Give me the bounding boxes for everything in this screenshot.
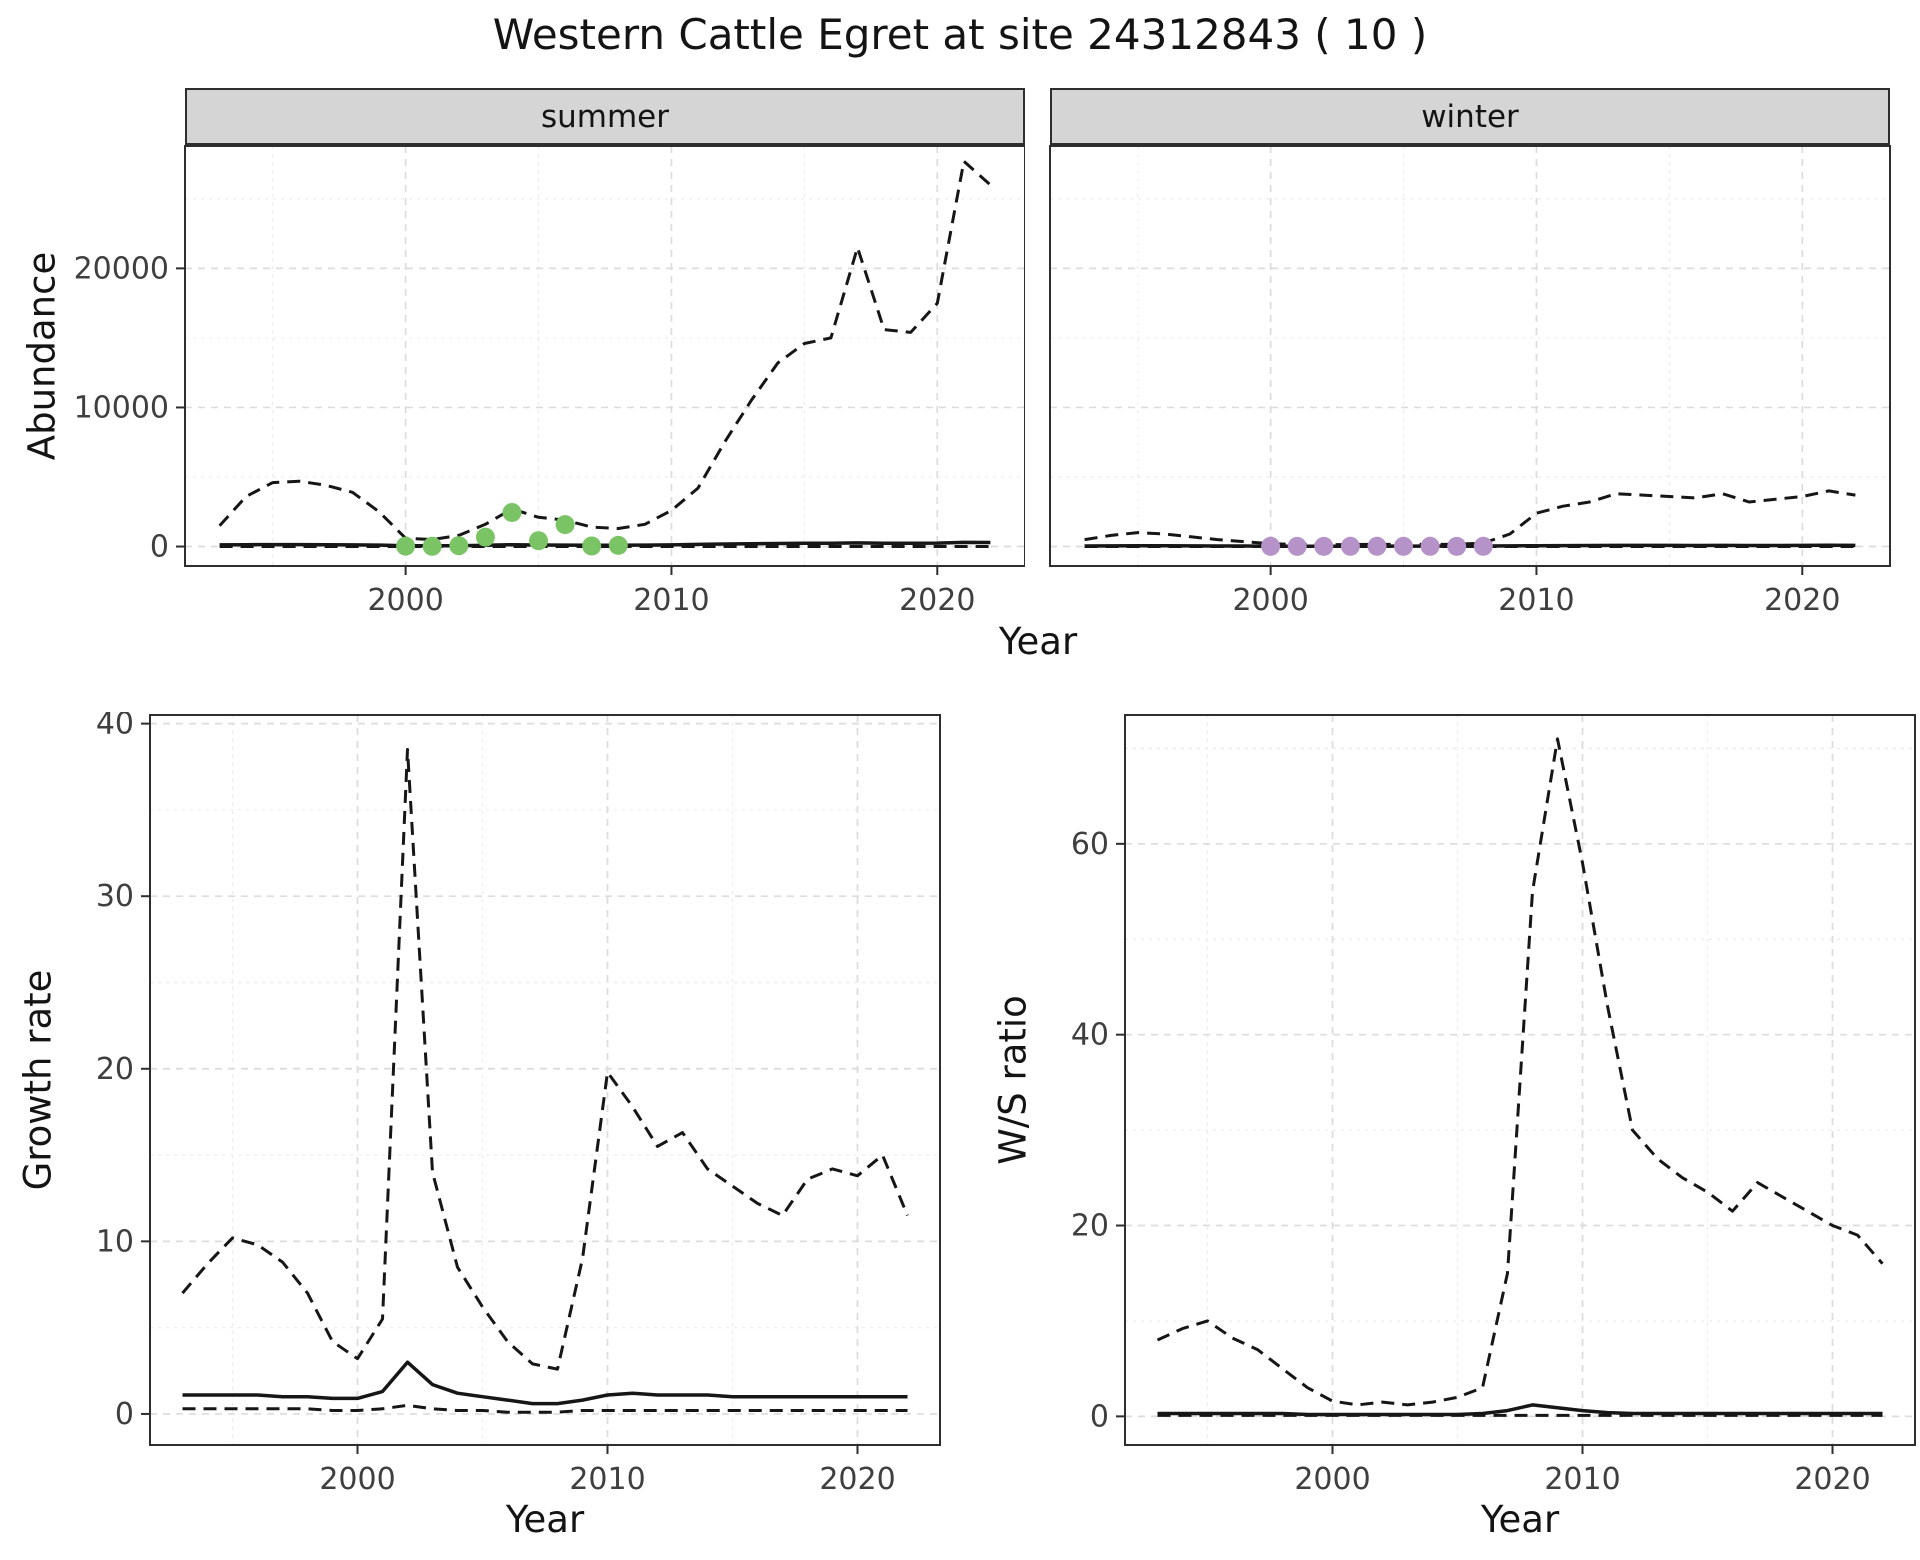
observation-point <box>422 536 442 556</box>
panel-background <box>1050 146 1890 566</box>
observation-point <box>396 536 416 556</box>
series-line-lower_95ci <box>182 1403 908 1414</box>
series-group <box>1156 737 1884 1417</box>
x-tick-label: 2020 <box>1794 1462 1870 1494</box>
y-tick-label: 0 <box>150 530 169 565</box>
y-tick-label: 60 <box>1071 827 1109 862</box>
y-tick-label: 10000 <box>75 390 169 425</box>
series-group <box>218 159 992 556</box>
series-line-upper_95ci <box>218 159 992 542</box>
observation-point <box>475 527 495 547</box>
observation-point <box>1340 536 1360 556</box>
x-tick-label: 2000 <box>319 1462 395 1494</box>
series-line-median <box>1157 1403 1883 1417</box>
y-tick-label: 30 <box>96 879 134 914</box>
x-tick-label: 2020 <box>899 583 975 617</box>
panel-border <box>1049 145 1891 567</box>
x-tick-label: 2020 <box>819 1462 895 1494</box>
x-tick-label: 2010 <box>633 583 709 617</box>
y-tick-label: 10 <box>96 1224 134 1259</box>
x-tick-label: 2010 <box>1544 1462 1620 1494</box>
observation-point <box>1287 536 1307 556</box>
panel-background <box>1125 715 1915 1445</box>
ws-ratio-chart: 0 20 40 60 2000 2010 2020 <box>1071 714 1916 1494</box>
abundance-winter-chart: 2000 2010 2020 <box>1049 145 1891 617</box>
y-tick-label: 20000 <box>75 251 169 286</box>
y-tick-label: 0 <box>1090 1399 1109 1434</box>
x-tick-label: 2020 <box>1764 583 1840 617</box>
observation-point <box>608 535 628 555</box>
series-line-upper_95ci <box>181 748 909 1371</box>
panel-background <box>185 146 1025 566</box>
panel-background <box>150 715 940 1445</box>
series-line-upper_95ci <box>1084 489 1856 547</box>
growth-rate-x-axis-title: Year <box>505 1498 585 1541</box>
x-tick-label: 2000 <box>1232 583 1308 617</box>
series-line-median <box>182 1360 908 1406</box>
observation-point <box>1394 536 1413 556</box>
observation-point <box>1473 536 1493 556</box>
facet-strip-winter: winter <box>1050 88 1890 145</box>
observation-point <box>1420 536 1440 556</box>
observation-point <box>555 515 575 535</box>
x-tick-label: 2000 <box>367 583 443 617</box>
observation-point <box>1367 536 1387 556</box>
panel-border <box>184 145 1025 567</box>
y-tick-label: 20 <box>96 1052 134 1087</box>
facet-strip-summer: summer <box>185 88 1025 145</box>
ws-ratio-axis-title: W/S ratio <box>991 995 1035 1165</box>
growth-rate-chart: 0 10 20 30 40 2000 2010 2020 <box>96 712 941 1494</box>
x-tick-label: 2010 <box>1498 583 1574 617</box>
series-group <box>181 748 909 1414</box>
observation-point <box>529 531 548 551</box>
x-tick-label: 2000 <box>1294 1462 1370 1494</box>
y-tick-label: 20 <box>1071 1209 1109 1244</box>
y-tick-label: 0 <box>115 1397 134 1432</box>
abundance-axis-title: Abundance <box>20 251 64 461</box>
abundance-summer-chart: 0 10000 20000 2000 2010 2020 <box>75 145 1025 617</box>
observation-point <box>449 536 469 556</box>
y-tick-label: 40 <box>1071 1018 1109 1053</box>
series-group <box>1084 489 1856 556</box>
x-tick-label: 2010 <box>569 1462 645 1494</box>
growth-rate-axis-title: Growth rate <box>16 969 60 1191</box>
series-line-upper_95ci <box>1156 737 1884 1407</box>
ws-ratio-x-axis-title: Year <box>1480 1498 1560 1541</box>
panel-border <box>1124 714 1916 1446</box>
observation-point <box>582 536 602 556</box>
y-tick-label: 40 <box>96 712 134 742</box>
panel-border <box>149 714 941 1446</box>
observation-point <box>502 503 522 522</box>
figure-title: Western Cattle Egret at site 24312843 ( … <box>492 10 1428 59</box>
observation-point <box>1447 536 1467 556</box>
observation-point <box>1261 536 1281 556</box>
observation-point <box>1314 536 1334 556</box>
abundance-x-axis-title: Year <box>998 620 1078 663</box>
